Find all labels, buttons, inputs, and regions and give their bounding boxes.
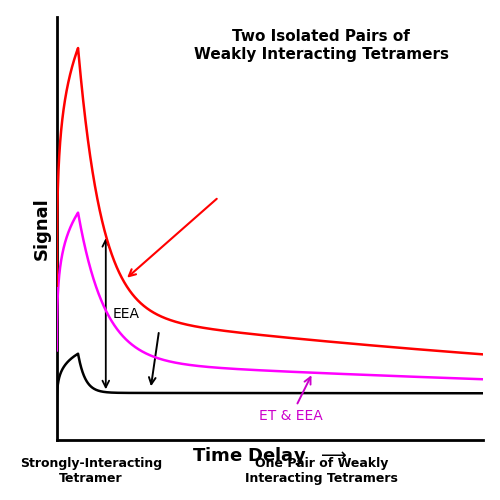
Text: One Pair of Weakly
Interacting Tetramers: One Pair of Weakly Interacting Tetramers — [245, 457, 398, 485]
Text: Two Isolated Pairs of
Weakly Interacting Tetramers: Two Isolated Pairs of Weakly Interacting… — [194, 30, 448, 62]
Text: EEA: EEA — [112, 306, 139, 320]
Text: Strongly-Interacting
Tetramer: Strongly-Interacting Tetramer — [20, 457, 162, 485]
Y-axis label: Signal: Signal — [33, 197, 51, 260]
Text: ET & EEA: ET & EEA — [260, 377, 323, 422]
X-axis label: Time Delay  $\longrightarrow$: Time Delay $\longrightarrow$ — [192, 446, 348, 468]
